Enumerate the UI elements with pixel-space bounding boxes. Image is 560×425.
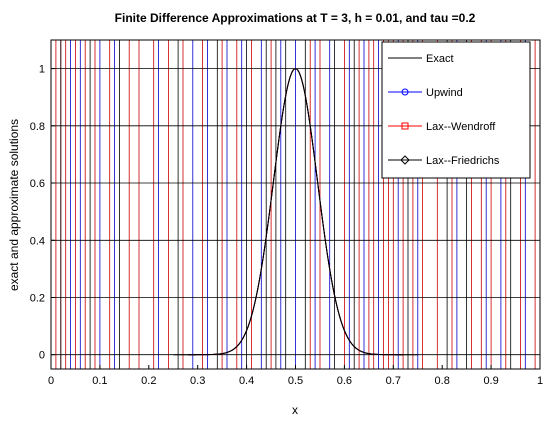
legend-label: Lax--Friedrichs [426, 155, 500, 167]
x-tick-label: 0.6 [337, 375, 352, 387]
x-axis-label: x [292, 403, 298, 417]
legend-box [381, 41, 531, 179]
x-tick-label: 0.4 [239, 375, 254, 387]
x-tick-label: 0.8 [435, 375, 450, 387]
series-line-exact [173, 68, 418, 356]
legend-label: Upwind [426, 87, 463, 99]
y-tick-label: 0.8 [30, 121, 45, 133]
x-tick-label: 0.2 [141, 375, 156, 387]
y-tick-label: 0 [39, 350, 45, 362]
x-tick-label: 0 [48, 375, 54, 387]
x-axis-ticks: 0 0.1 0.2 0.3 0.4 0.5 0.6 0.7 0.8 0.9 1 [48, 365, 543, 387]
legend-label: Lax--Wendroff [426, 121, 496, 133]
legend-marker-square [401, 122, 409, 130]
x-tick-label: 0.5 [288, 375, 303, 387]
series-group [173, 68, 418, 356]
legend-marker-circle [401, 88, 409, 96]
y-tick-label: 1 [39, 64, 45, 76]
y-tick-label: 0.6 [30, 178, 45, 190]
x-tick-label: 0.9 [483, 375, 498, 387]
x-tick-label: 0.7 [386, 375, 401, 387]
x-tick-label: 1 [537, 375, 543, 387]
x-tick-label: 0.3 [190, 375, 205, 387]
y-axis-ticks: 0 0.2 0.4 0.6 0.8 1 [30, 64, 55, 362]
chart-title: Finite Difference Approximations at T = … [115, 11, 476, 25]
x-tick-label: 0.1 [92, 375, 107, 387]
legend: Exact Upwind Lax--Wendroff Lax--Friedrichs [381, 41, 531, 179]
legend-marker-diamond [400, 155, 410, 165]
legend-label: Exact [426, 53, 454, 65]
y-axis-label: exact and approximate solutions [7, 119, 21, 291]
y-tick-label: 0.4 [30, 235, 45, 247]
y-tick-label: 0.2 [30, 293, 45, 305]
